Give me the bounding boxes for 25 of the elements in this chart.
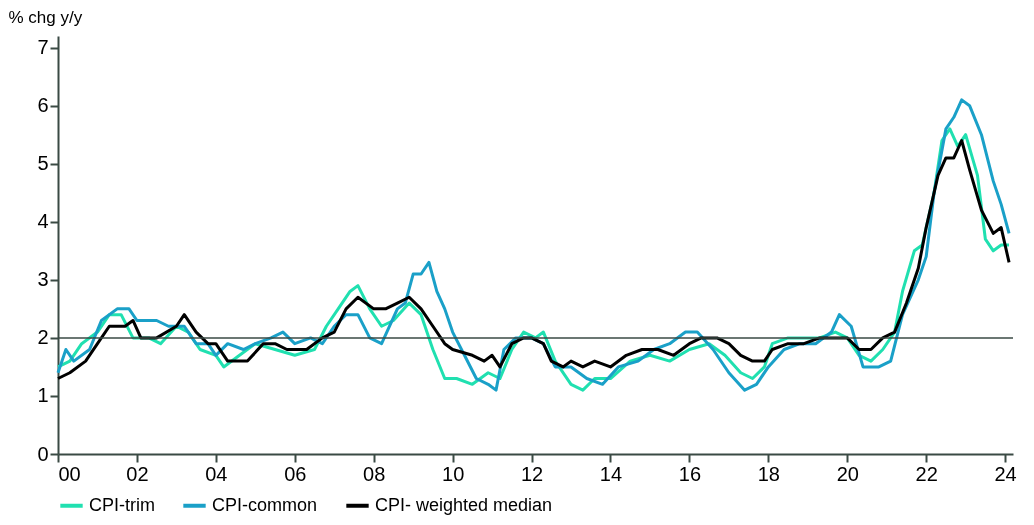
x-tick-label: 24 bbox=[994, 462, 1017, 485]
x-tick-label: 22 bbox=[915, 462, 938, 485]
y-tick-label: 0 bbox=[37, 442, 49, 465]
y-tick-label: 3 bbox=[37, 268, 49, 291]
legend-label: CPI-common bbox=[212, 494, 318, 515]
y-axis-title: % chg y/y bbox=[8, 7, 83, 27]
y-tick-label: 7 bbox=[37, 36, 49, 59]
x-tick-label: 18 bbox=[757, 462, 780, 485]
x-tick-label: 14 bbox=[599, 462, 623, 485]
y-tick-label: 6 bbox=[37, 94, 49, 117]
x-tick-label: 10 bbox=[442, 462, 465, 485]
x-tick-label: 00 bbox=[58, 462, 81, 485]
x-tick-label: 20 bbox=[836, 462, 859, 485]
x-tick-label: 02 bbox=[126, 462, 149, 485]
y-tick-label: 4 bbox=[37, 210, 49, 233]
legend-label: CPI- weighted median bbox=[375, 494, 553, 515]
y-tick-label: 1 bbox=[37, 384, 49, 407]
legend-label: CPI-trim bbox=[89, 494, 155, 515]
y-tick-label: 5 bbox=[37, 152, 49, 175]
y-tick-label: 2 bbox=[37, 326, 49, 349]
x-tick-label: 06 bbox=[284, 462, 307, 485]
x-tick-label: 08 bbox=[363, 462, 386, 485]
x-tick-label: 12 bbox=[520, 462, 544, 485]
x-tick-label: 04 bbox=[205, 462, 228, 485]
x-tick-label: 16 bbox=[678, 462, 702, 485]
